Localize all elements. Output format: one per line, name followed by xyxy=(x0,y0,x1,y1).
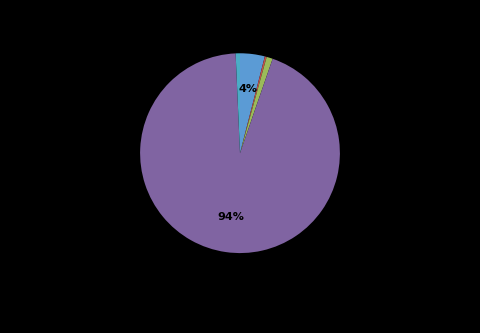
Text: 4%: 4% xyxy=(239,84,258,94)
Wedge shape xyxy=(240,53,265,153)
Wedge shape xyxy=(240,57,273,153)
Text: 94%: 94% xyxy=(217,212,244,222)
Wedge shape xyxy=(240,56,267,153)
Wedge shape xyxy=(236,53,240,153)
Wedge shape xyxy=(140,53,340,253)
